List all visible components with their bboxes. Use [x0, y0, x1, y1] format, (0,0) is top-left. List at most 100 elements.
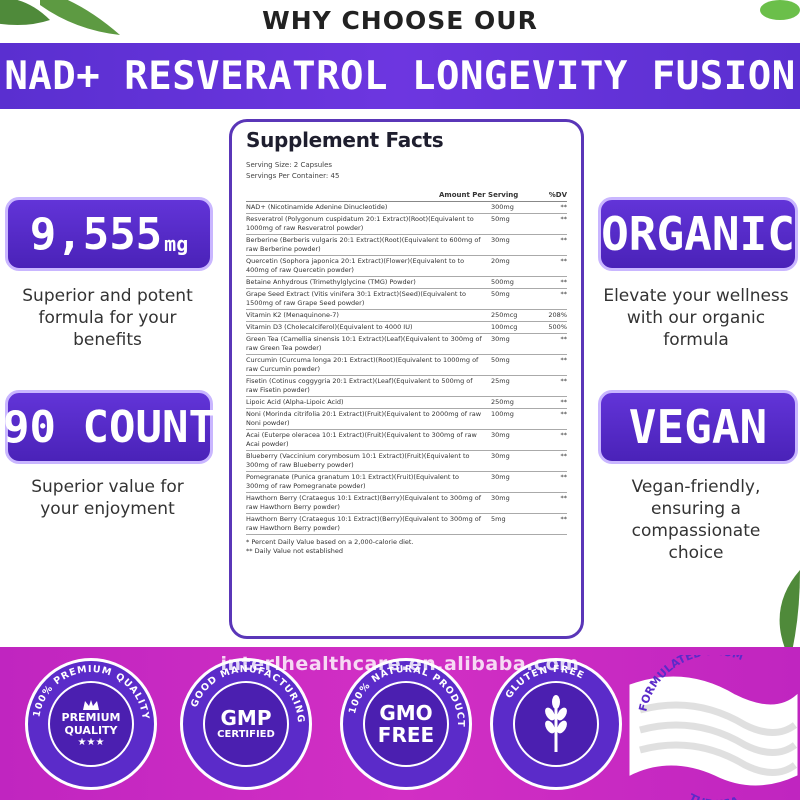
title-banner: NAD+ RESVERATROL LONGEVITY FUSION [0, 43, 800, 109]
leaf-decoration-icon [0, 0, 120, 35]
ingredient-dv: ** [560, 335, 568, 343]
facts-row: Berberine (Berberis vulgaris 20:1 Extrac… [246, 235, 567, 256]
leaf-decoration-icon [779, 570, 800, 660]
caption-line: compassionate [631, 521, 761, 541]
ingredient-dv: ** [560, 452, 568, 460]
badge-ring: GOOD MANUFACTURING [189, 664, 305, 724]
gluten-free-badge: GLUTEN FREE [490, 658, 622, 790]
product-title: NAD+ RESVERATROL LONGEVITY FUSION [4, 53, 796, 99]
ingredient-name: Blueberry (Vaccinium corymbosum 10:1 Ext… [246, 452, 470, 469]
ingredient-dv: ** [560, 356, 568, 364]
stat-organic-pill: ORGANIC [598, 197, 798, 271]
facts-row: Curcumin (Curcuma longa 20:1 Extract)(Ro… [246, 355, 567, 376]
gmo-free-badge: 100% NATURAL PRODUCT GMO FREE [340, 658, 472, 790]
ingredient-dv: ** [560, 431, 568, 439]
badge-line: PREMIUM [61, 711, 121, 724]
caption-line: your enjoyment [40, 499, 175, 519]
servings-per-container: Servings Per Container: 45 [246, 172, 340, 180]
ingredient-name: Hawthorn Berry (Crataegus 10:1 Extract)(… [246, 515, 482, 532]
caption-line: with our organic [626, 308, 766, 328]
ingredient-name: Fisetin (Cotinus coggygria 20:1 Extract)… [246, 377, 473, 394]
stat-count-pill: 90 COUNT [3, 390, 215, 464]
amount-column-header: Amount Per Serving [439, 191, 519, 199]
svg-text:THE USA: THE USA [687, 791, 741, 800]
watermark: interlhealthcare.en.alibaba.com [220, 653, 580, 675]
ingredient-amount: 250mcg [491, 311, 518, 319]
facts-row: Green Tea (Camellia sinensis 10:1 Extrac… [246, 334, 567, 355]
ingredient-dv: ** [560, 278, 568, 286]
ingredient-name: Vitamin K2 (Menaquinone-7) [246, 311, 339, 319]
section-kicker: WHY CHOOSE OUR [262, 6, 538, 35]
ingredient-dv: ** [560, 515, 568, 523]
ingredient-name: NAD+ (Nicotinamide Adenine Dinucleotide) [246, 203, 388, 211]
badge-ring: GLUTEN FREE [504, 664, 586, 701]
footnote: * Percent Daily Value based on a 2,000-c… [246, 538, 414, 546]
premium-quality-badge: 100% PREMIUM QUALITY PREMIUM QUALITY ★★★ [25, 658, 157, 790]
footnote: ** Daily Value not established [246, 547, 343, 555]
ingredient-dv: ** [560, 203, 568, 211]
badge-center [513, 681, 599, 767]
ingredient-name: Noni (Morinda citrifolia 20:1 Extract)(F… [246, 410, 482, 427]
ingredient-dv: ** [560, 215, 568, 223]
ingredient-dv: ** [560, 290, 568, 298]
badge-ring: 100% NATURAL PRODUCT [347, 664, 465, 728]
facts-row: Quercetin (Sophora japonica 20:1 Extract… [246, 256, 567, 277]
ingredient-name: Vitamin D3 (Cholecalciferol)(Equivalent … [246, 323, 413, 331]
facts-row: NAD+ (Nicotinamide Adenine Dinucleotide)… [246, 202, 567, 214]
badge-stars: ★★★ [77, 737, 105, 748]
ingredient-amount: 50mg [491, 356, 510, 364]
stat-vegan-pill: VEGAN [598, 390, 798, 464]
stat-dosage-unit: mg [164, 232, 189, 256]
facts-row: Fisetin (Cotinus coggygria 20:1 Extract)… [246, 376, 567, 397]
facts-row: Betaine Anhydrous (Trimethylglycine (TMG… [246, 277, 567, 289]
facts-rows: NAD+ (Nicotinamide Adenine Dinucleotide)… [246, 202, 567, 535]
facts-row: Hawthorn Berry (Crataegus 10:1 Extract)(… [246, 493, 567, 514]
facts-row: Acai (Euterpe oleracea 10:1 Extract)(Fru… [246, 430, 567, 451]
stat-organic-caption: Elevate your wellness with our organic f… [592, 285, 800, 351]
ingredient-name: Resveratrol (Polygonum cuspidatum 20:1 E… [246, 215, 474, 232]
supplement-facts-panel: Supplement Facts Serving Size: 2 Capsule… [229, 119, 584, 639]
facts-row: Vitamin K2 (Menaquinone-7) 250mcg 208% [246, 310, 567, 322]
facts-row: Lipoic Acid (Alpha-Lipoic Acid) 250mg ** [246, 397, 567, 409]
caption-line: Vegan-friendly, [631, 477, 761, 497]
ingredient-dv: 208% [548, 311, 567, 319]
facts-row: Grape Seed Extract (Vitis vinifera 30:1 … [246, 289, 567, 310]
badge-center: GMP CERTIFIED [203, 681, 289, 767]
badge-line: GMO [379, 701, 433, 725]
stat-count-caption: Superior value for your enjoyment [0, 476, 215, 520]
caption-line: Superior and potent [22, 286, 193, 306]
ingredient-name: Curcumin (Curcuma longa 20:1 Extract)(Ro… [246, 356, 479, 373]
facts-row: Vitamin D3 (Cholecalciferol)(Equivalent … [246, 322, 567, 334]
ingredient-name: Quercetin (Sophora japonica 20:1 Extract… [246, 257, 465, 274]
badge-line: CERTIFIED [217, 729, 275, 740]
badge-ring: 100% PREMIUM QUALITY [31, 664, 150, 721]
stat-vegan-caption: Vegan-friendly, ensuring a compassionate… [592, 476, 800, 564]
badge-line: QUALITY [64, 724, 118, 737]
caption-line: formula [663, 330, 729, 350]
ingredient-name: Lipoic Acid (Alpha-Lipoic Acid) [246, 398, 344, 406]
serving-size: Serving Size: 2 Capsules [246, 161, 333, 169]
ingredient-amount: 100mcg [491, 323, 518, 331]
ingredient-name: Pomegranate (Punica granatum 10:1 Extrac… [246, 473, 460, 490]
leaf-decoration-icon [760, 0, 800, 20]
caption-line: ensuring a [651, 499, 741, 519]
ingredient-amount: 30mg [491, 473, 510, 481]
stat-count-value: 90 COUNT [3, 401, 215, 453]
ingredient-dv: ** [560, 494, 568, 502]
facts-title: Supplement Facts [246, 128, 444, 152]
ingredient-name: Grape Seed Extract (Vitis vinifera 30:1 … [246, 290, 466, 307]
ingredient-amount: 30mg [491, 236, 510, 244]
ingredient-dv: ** [560, 473, 568, 481]
crown-icon [83, 700, 99, 710]
stat-dosage-value: 9,555 [29, 208, 163, 260]
badge-center: GMO FREE [363, 681, 449, 767]
facts-row: Noni (Morinda citrifolia 20:1 Extract)(F… [246, 409, 567, 430]
dv-column-header: %DV [548, 191, 567, 199]
badge-line: GMP [220, 706, 272, 730]
usa-flag-seal: FORMULATED FROM THE USA [629, 655, 798, 800]
caption-line: Elevate your wellness [603, 286, 789, 306]
ingredient-dv: ** [560, 398, 568, 406]
caption-line: choice [668, 543, 724, 563]
ingredient-dv: 500% [548, 323, 567, 331]
facts-header-row: Amount Per Serving %DV [246, 191, 567, 202]
